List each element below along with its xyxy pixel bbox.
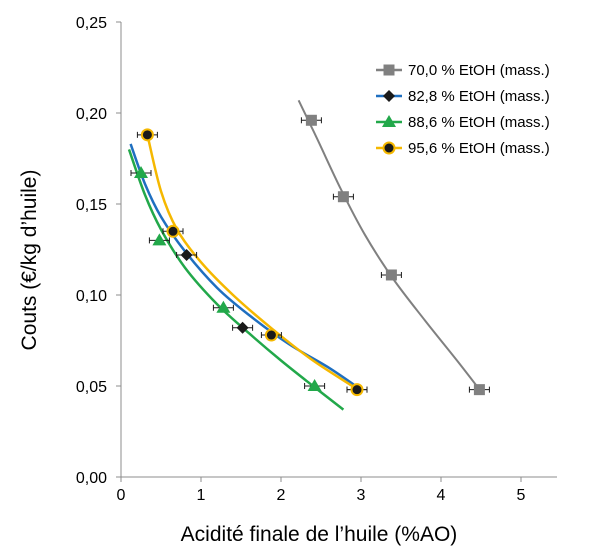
data-point <box>264 328 278 342</box>
fit-curve <box>146 134 362 393</box>
x-tick-label: 5 <box>517 487 526 504</box>
legend-label: 70,0 % EtOH (mass.) <box>408 62 550 79</box>
data-point <box>385 269 397 281</box>
x-tick-label: 4 <box>437 487 446 504</box>
x-tick-label: 0 <box>117 487 126 504</box>
legend-swatch-marker <box>383 64 395 76</box>
data-point <box>350 383 364 397</box>
fit-curves <box>127 99 482 411</box>
x-axis-title: Acidité finale de l’huile (%AO) <box>181 523 458 546</box>
fit-curve <box>127 148 345 411</box>
y-tick-label: 0,10 <box>76 288 107 305</box>
y-ticks: 0,00 0,05 0,10 0,15 0,20 0,25 <box>76 15 121 487</box>
data-point <box>473 384 485 396</box>
data-point <box>216 300 231 313</box>
data-point <box>307 379 322 391</box>
fit-curve <box>129 143 362 391</box>
legend-swatch-marker <box>382 141 396 155</box>
data-point <box>337 191 349 203</box>
data-point <box>140 128 154 142</box>
data-point <box>134 166 148 179</box>
y-tick-label: 0,20 <box>76 106 107 123</box>
y-tick-label: 0,25 <box>76 15 107 32</box>
y-tick-label: 0,15 <box>76 197 107 214</box>
axes <box>120 22 557 478</box>
x-ticks: 0 1 2 3 4 5 <box>117 477 526 504</box>
x-tick-label: 2 <box>277 487 286 504</box>
x-tick-label: 1 <box>197 487 206 504</box>
y-tick-label: 0,05 <box>76 379 107 396</box>
data-point <box>236 321 249 334</box>
fit-curve <box>297 99 482 393</box>
legend-label: 88,6 % EtOH (mass.) <box>408 114 550 131</box>
legend-label: 82,8 % EtOH (mass.) <box>408 88 550 105</box>
y-tick-label: 0,00 <box>76 470 107 487</box>
x-tick-label: 3 <box>357 487 366 504</box>
data-points <box>130 114 490 397</box>
y-axis-title: Couts (€/kg d’huile) <box>18 170 41 351</box>
legend-label: 95,6 % EtOH (mass.) <box>408 140 550 157</box>
legend-swatch-marker <box>383 90 395 102</box>
legend-swatch-marker <box>382 115 396 127</box>
data-point <box>166 224 180 238</box>
data-point <box>152 233 167 246</box>
data-point <box>180 248 193 261</box>
legend: 70,0 % EtOH (mass.) 82,8 % EtOH (mass.) 88… <box>376 62 550 157</box>
data-point <box>305 114 317 126</box>
